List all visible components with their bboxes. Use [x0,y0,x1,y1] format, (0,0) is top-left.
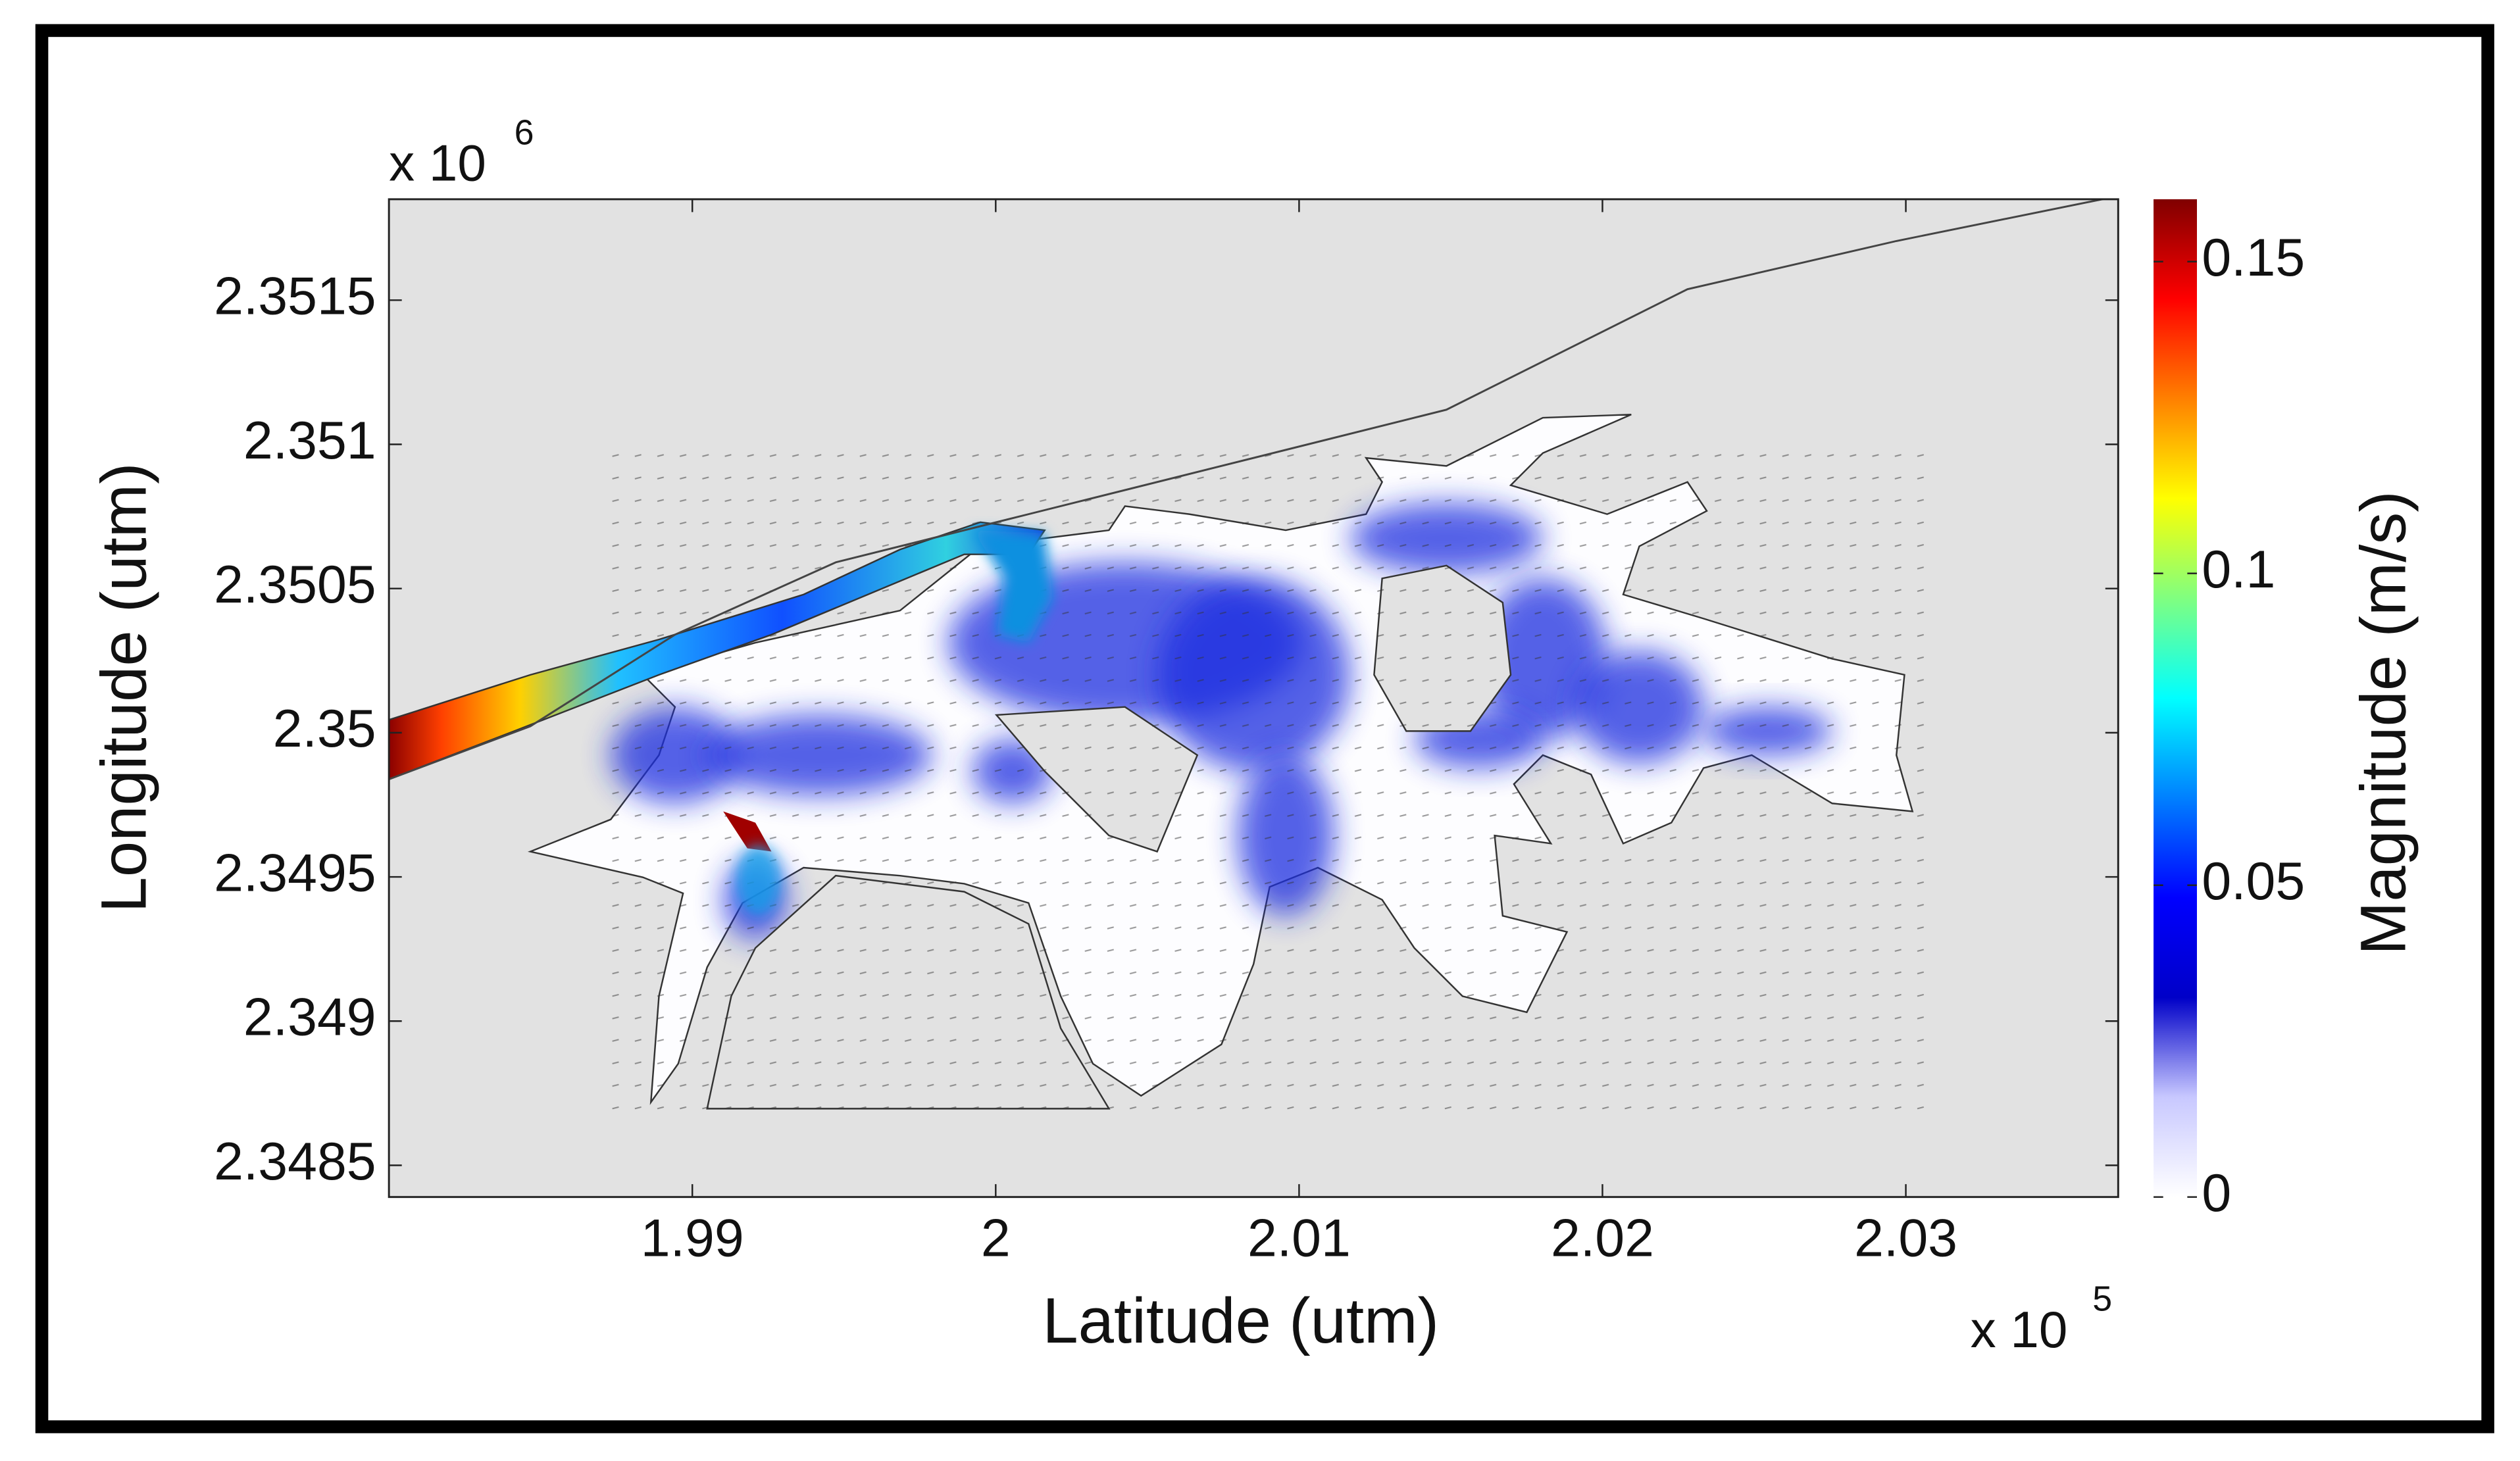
y-tick-label: 2.3515 [214,267,376,326]
y-tick-label: 2.35 [273,699,376,758]
y-tick-label: 2.3495 [214,843,376,903]
colorbar-tick-label: 0.1 [2202,540,2275,599]
y-tick-label: 2.349 [243,988,376,1047]
jet-spot [723,811,772,852]
x-tick-label: 2.01 [1247,1208,1351,1268]
y-multiplier: x 10 [389,134,486,192]
x-axis-label: Latitude (utm) [1042,1285,1439,1356]
x-tick-label: 2 [981,1208,1011,1268]
colorbar-tick-label: 0.15 [2202,228,2305,287]
x-tick-label: 2.02 [1551,1208,1654,1268]
y-tick-label: 2.351 [243,411,376,470]
x-tick-label: 2.03 [1854,1208,1957,1268]
vector-field [611,449,1929,1125]
jet-halo [736,845,782,916]
colorbar [2154,199,2197,1197]
x-tick-label: 1.99 [641,1208,744,1268]
y-multiplier-exponent: 6 [515,112,534,152]
y-axis-label: Longitude (utm) [88,462,159,912]
x-multiplier: x 10 [1971,1300,2068,1358]
colorbar-tick-label: 0.05 [2202,852,2305,911]
y-tick-label: 2.3485 [214,1132,376,1191]
plot-area [389,199,2119,1197]
y-tick-label: 2.3505 [214,555,376,614]
colorbar-tick-label: 0 [2202,1164,2231,1223]
axes-box [388,198,2119,1199]
colorbar-label: Magnitude (m/s) [2347,491,2419,955]
x-multiplier-exponent: 5 [2092,1279,2112,1319]
coastline [389,199,2107,781]
channel-bend [972,530,1053,643]
